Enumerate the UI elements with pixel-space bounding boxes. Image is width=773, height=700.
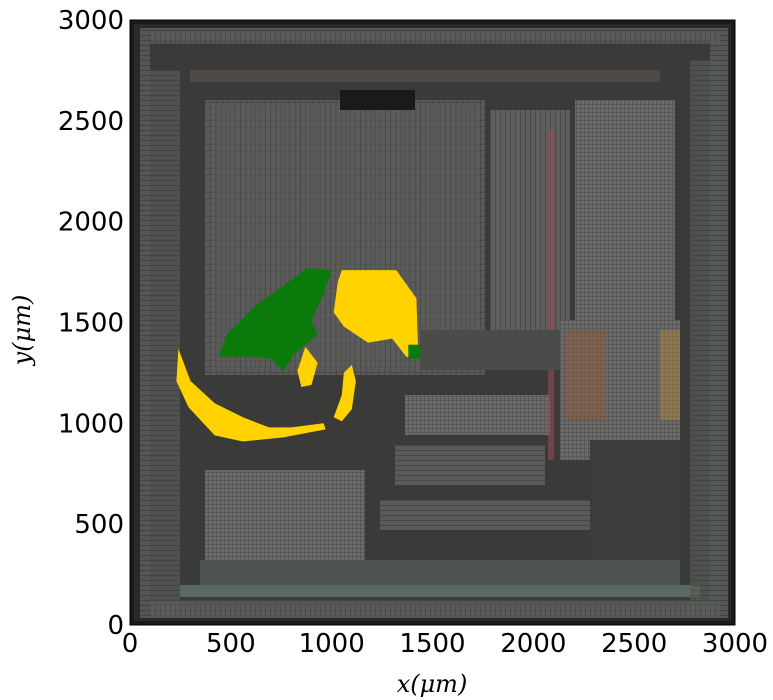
chip-micrograph-background [130, 20, 735, 625]
green-region-2 [218, 268, 332, 371]
x-tick-label: 500 [206, 629, 256, 659]
x-tick-label: 2500 [601, 629, 667, 659]
x-tick-label: 0 [122, 629, 139, 659]
green-region-6 [408, 344, 421, 359]
plot-frame [129, 19, 736, 626]
y-tick-label: 1000 [58, 409, 124, 439]
y-axis-label: y(μm) [8, 295, 36, 367]
y-tick-label: 500 [74, 510, 124, 540]
x-axis-label: x(μm) [397, 670, 468, 698]
yellow-region-5 [297, 346, 318, 387]
yellow-region-4 [333, 364, 356, 422]
y-tick-label: 2500 [58, 107, 124, 137]
yellow-region-3 [176, 348, 326, 442]
y-axis-ticks: 0 500 1000 1500 2000 2500 3000 [58, 6, 124, 641]
x-tick-label: 2000 [500, 629, 566, 659]
x-tick-label: 1000 [299, 629, 365, 659]
y-tick-label: 2000 [58, 208, 124, 238]
overlay-regions [176, 268, 421, 442]
yellow-region-1 [333, 270, 419, 359]
y-tick-label: 3000 [58, 6, 124, 36]
x-tick-label: 3000 [702, 629, 768, 659]
y-tick-label: 0 [107, 611, 124, 641]
y-tick-label: 1500 [58, 309, 124, 339]
x-axis-ticks: 0 500 1000 1500 2000 2500 3000 [122, 629, 768, 659]
x-tick-label: 1500 [399, 629, 465, 659]
